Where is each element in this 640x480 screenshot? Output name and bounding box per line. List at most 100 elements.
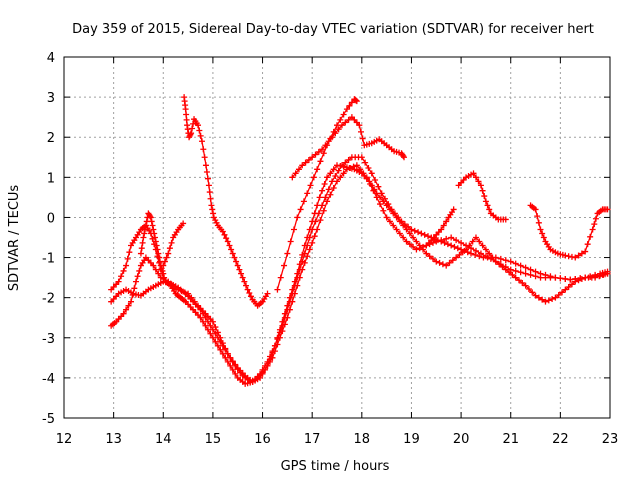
data-point bbox=[198, 138, 205, 145]
data-point bbox=[522, 264, 529, 271]
data-point bbox=[244, 286, 251, 293]
data-point bbox=[156, 254, 163, 261]
data-point bbox=[153, 242, 160, 249]
data-point bbox=[359, 135, 366, 142]
data-point bbox=[470, 170, 477, 177]
data-point bbox=[406, 241, 413, 248]
data-point bbox=[522, 282, 529, 289]
data-point bbox=[516, 277, 522, 284]
data-point bbox=[299, 162, 306, 169]
data-point bbox=[210, 210, 217, 217]
data-point bbox=[319, 187, 326, 194]
data-point bbox=[443, 262, 450, 269]
data-point bbox=[393, 214, 400, 221]
data-point bbox=[320, 150, 327, 157]
data-point bbox=[142, 222, 149, 229]
data-point bbox=[400, 234, 407, 241]
x-axis-label: GPS time / hours bbox=[281, 459, 390, 474]
data-point bbox=[534, 213, 541, 220]
data-point bbox=[311, 233, 318, 240]
data-point bbox=[183, 116, 190, 123]
data-point bbox=[259, 370, 266, 377]
data-point bbox=[425, 233, 431, 240]
data-point bbox=[562, 275, 569, 282]
data-point bbox=[345, 116, 352, 123]
data-point bbox=[356, 122, 363, 129]
data-point bbox=[184, 126, 191, 133]
data-point bbox=[284, 302, 291, 309]
data-point bbox=[309, 239, 316, 246]
data-point bbox=[286, 294, 293, 301]
data-point bbox=[320, 207, 327, 214]
data-point bbox=[150, 262, 157, 269]
data-point bbox=[226, 242, 233, 249]
data-point bbox=[212, 330, 219, 337]
data-point bbox=[123, 262, 130, 269]
x-tick-label: 20 bbox=[453, 432, 470, 447]
data-point bbox=[448, 234, 455, 241]
series-track-i bbox=[423, 206, 457, 249]
data-point bbox=[159, 267, 166, 274]
x-tick-label: 14 bbox=[155, 432, 172, 447]
data-point bbox=[532, 292, 539, 299]
data-point bbox=[400, 152, 407, 159]
data-point bbox=[257, 374, 264, 381]
data-point bbox=[565, 283, 572, 290]
data-point bbox=[160, 262, 167, 269]
data-point bbox=[227, 362, 234, 369]
data-point bbox=[231, 254, 238, 261]
data-point bbox=[434, 237, 441, 244]
data-point bbox=[584, 241, 591, 248]
data-point bbox=[199, 310, 206, 317]
data-point bbox=[149, 222, 156, 229]
data-point bbox=[302, 159, 309, 166]
data-point bbox=[118, 273, 125, 280]
data-point bbox=[168, 239, 175, 246]
data-point bbox=[410, 243, 417, 250]
data-point bbox=[383, 202, 390, 209]
data-point bbox=[196, 127, 203, 134]
data-point bbox=[161, 258, 168, 265]
data-point bbox=[154, 246, 161, 253]
data-point bbox=[229, 250, 236, 257]
data-point bbox=[337, 116, 344, 123]
data-point bbox=[329, 178, 336, 185]
chart-title: Day 359 of 2015, Sidereal Day-to-day VTE… bbox=[72, 22, 594, 37]
series-line bbox=[183, 97, 269, 307]
data-point bbox=[239, 274, 246, 281]
data-point bbox=[142, 226, 149, 233]
data-point bbox=[448, 242, 455, 249]
data-point bbox=[247, 293, 254, 300]
data-point bbox=[512, 260, 519, 267]
data-point bbox=[390, 210, 397, 217]
data-point bbox=[322, 142, 329, 149]
data-point bbox=[386, 206, 393, 213]
data-point bbox=[423, 250, 430, 257]
data-point bbox=[137, 250, 144, 257]
data-point bbox=[572, 254, 579, 261]
data-point bbox=[497, 255, 504, 262]
data-point bbox=[292, 170, 299, 177]
data-point bbox=[375, 183, 382, 190]
series-track-j bbox=[455, 170, 509, 223]
data-point bbox=[207, 322, 214, 329]
data-point bbox=[330, 166, 337, 173]
data-point bbox=[309, 154, 316, 161]
data-point bbox=[214, 334, 221, 341]
x-tick-label: 19 bbox=[403, 432, 420, 447]
data-point bbox=[575, 277, 582, 284]
data-point bbox=[277, 274, 284, 281]
data-point bbox=[454, 245, 461, 252]
series-line bbox=[110, 164, 608, 383]
data-point bbox=[506, 269, 513, 276]
data-point bbox=[124, 255, 131, 262]
data-point bbox=[450, 206, 457, 213]
data-point bbox=[476, 238, 483, 245]
data-point bbox=[446, 259, 453, 266]
data-point bbox=[152, 234, 158, 241]
data-point bbox=[372, 177, 379, 184]
data-point bbox=[287, 238, 294, 245]
data-point bbox=[519, 279, 526, 286]
data-point bbox=[572, 278, 579, 285]
data-point bbox=[188, 130, 195, 137]
